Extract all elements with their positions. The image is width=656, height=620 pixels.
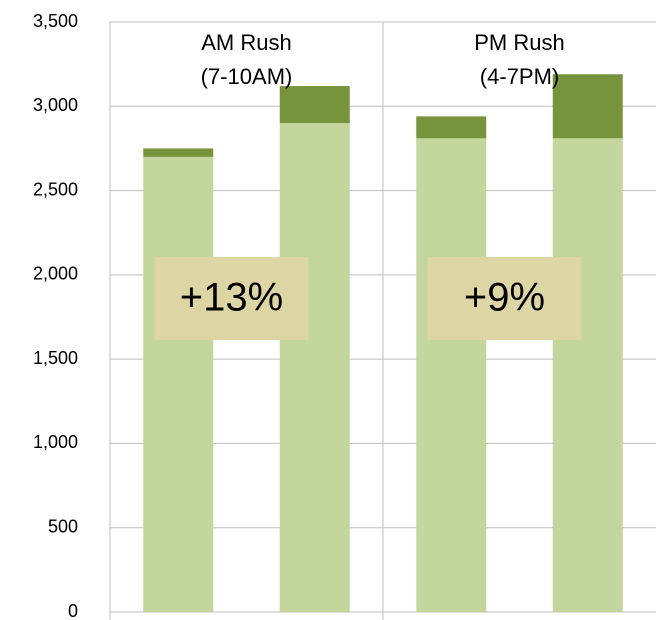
bar-segment <box>279 86 350 124</box>
annotation: +13% <box>180 276 283 320</box>
annotation-box <box>427 257 582 340</box>
y-tick-label: 500 <box>48 516 78 536</box>
annotation: +9% <box>464 276 545 320</box>
bar-segment <box>143 156 214 612</box>
group-label: (4-7PM) <box>480 64 559 89</box>
y-tick-label: 2,000 <box>33 264 78 284</box>
group-label: PM Rush <box>474 30 564 55</box>
bar-segment <box>552 138 623 613</box>
y-tick-label: 1,000 <box>33 432 78 452</box>
group-label: (7-10AM) <box>201 64 293 89</box>
y-tick-label: 3,000 <box>33 95 78 115</box>
y-tick-label: 0 <box>68 601 78 620</box>
annotation-box <box>154 257 309 340</box>
bar-segment <box>143 148 214 157</box>
bar-segment <box>279 123 350 613</box>
group-label: AM Rush <box>201 30 291 55</box>
y-tick-label: 1,500 <box>33 348 78 368</box>
bar-segment <box>552 74 623 139</box>
bar-segment <box>416 138 487 613</box>
y-tick-label: 2,500 <box>33 179 78 199</box>
bar-segment <box>416 116 487 139</box>
y-tick-label: 3,500 <box>33 11 78 31</box>
